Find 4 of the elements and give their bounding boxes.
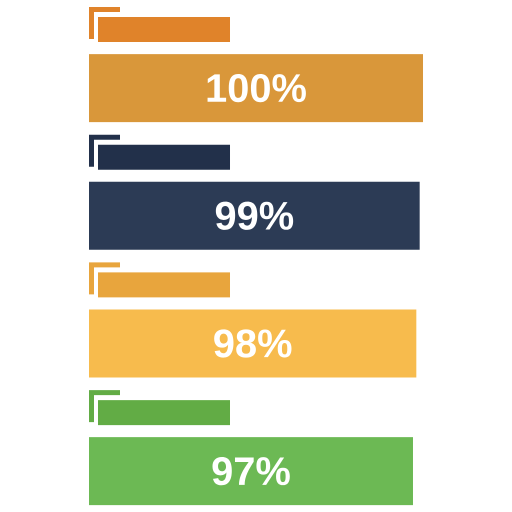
data-label: 99% (216, 202, 294, 230)
data-label: 100% (208, 74, 306, 102)
data-label: 98% (214, 329, 292, 358)
data-label: 97% (212, 457, 290, 486)
